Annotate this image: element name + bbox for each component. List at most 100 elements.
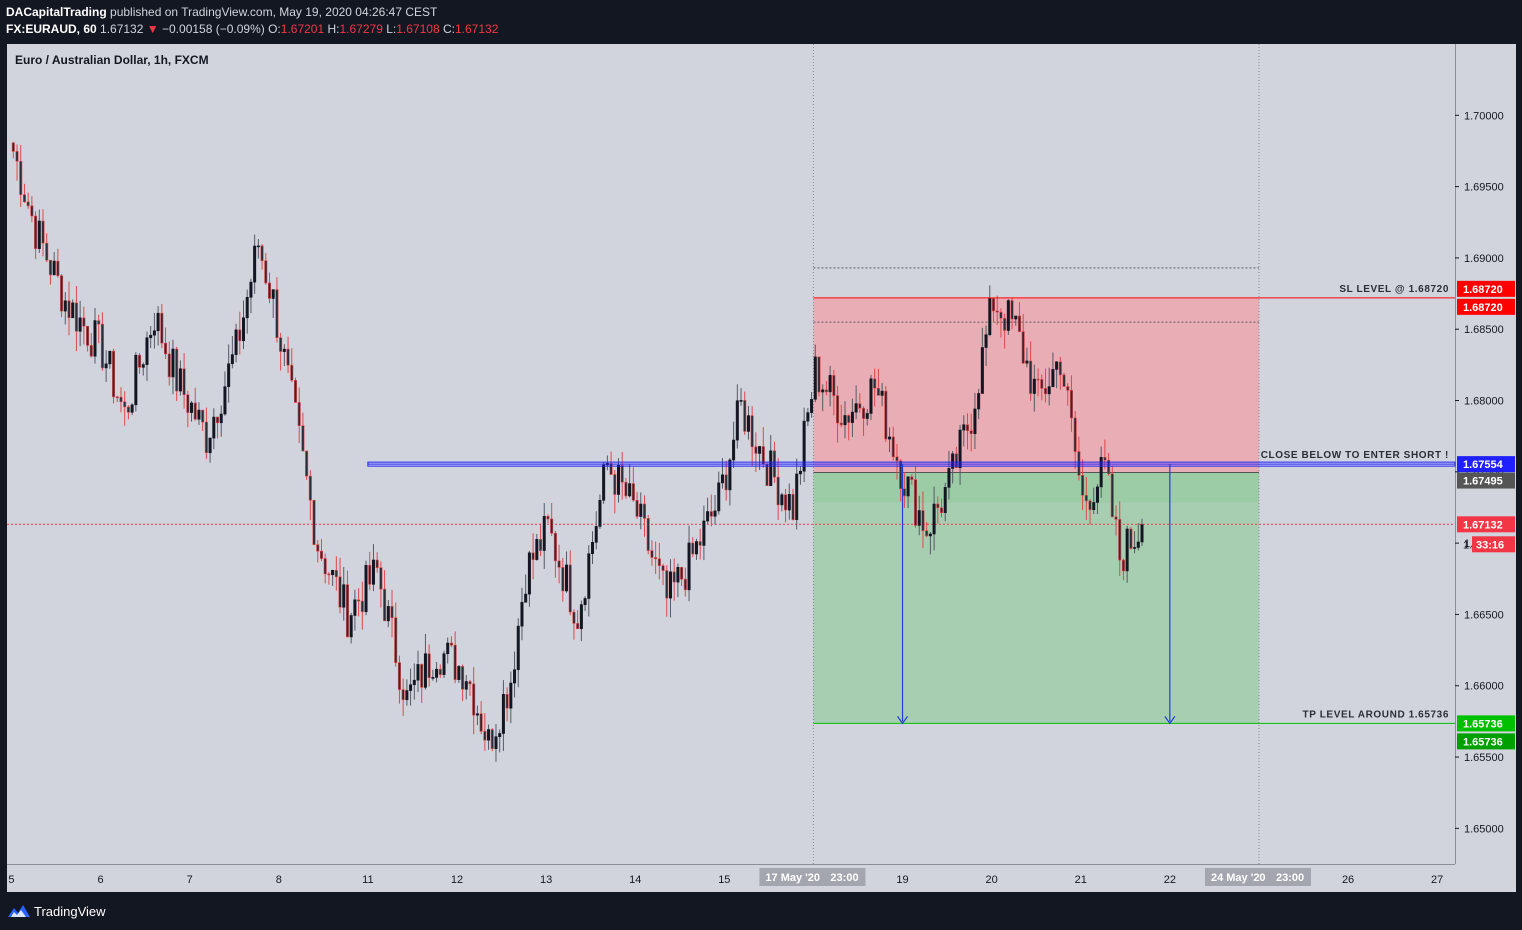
candle-body [331,569,335,576]
candle-body [86,325,90,346]
candle-body [1073,417,1077,452]
candle-body [230,354,234,365]
candle-body [472,683,476,716]
candle-body [256,245,260,248]
candle-body [524,593,528,603]
candle-body [1003,318,1007,331]
candle-body [1077,451,1081,476]
candle-body [899,460,903,490]
candle-body [813,356,817,400]
candle-body [728,459,732,491]
candle-body [416,664,420,681]
candle-body [943,487,947,513]
candle-body [1133,547,1137,549]
candle-body [271,289,275,299]
time-axis-label: 15 [718,874,730,886]
candle-body [962,424,966,431]
candle-body [115,396,119,399]
time-marker-date: 17 May '20 [765,872,820,884]
candle-body [245,297,249,319]
candle-body [947,468,951,488]
candle-body [798,470,802,475]
candle-body [572,611,576,624]
candle-body [156,312,160,332]
publisher-name[interactable]: DACapitalTrading [6,5,107,19]
time-axis-label: 21 [1075,874,1087,886]
candle-body [706,511,710,522]
down-arrow-icon: ▼ [146,22,159,36]
candle-body [951,453,955,469]
candle-body [635,499,639,517]
candle-body [238,329,242,342]
candle-body [810,399,814,413]
candle-body [1066,386,1070,391]
candle-body [353,599,357,616]
price-axis-label: 1.70000 [1464,110,1504,122]
candle-body [917,510,921,526]
price-tag-background [1457,715,1515,732]
candle-body [1099,457,1103,488]
candle-body [891,436,895,458]
published-text: published on TradingView.com, May 19, 20… [110,5,438,19]
candle-body [1088,500,1092,510]
candle-body [787,494,791,511]
candle-body [468,681,472,685]
candle-body [691,542,695,555]
candle-body [539,539,543,551]
close-label: C: [442,22,455,36]
candle-body [319,550,323,559]
price-tag-label: 1.67132 [1463,519,1503,531]
candle-body [371,559,375,585]
candle-body [475,713,479,716]
candle-body [940,507,944,513]
target-arrow-head [897,716,909,725]
candle-body [743,400,747,432]
candle-body [360,600,364,613]
symbol-name: FX:EURAUD, 60 [6,22,97,36]
candle-body [149,334,153,339]
candle-body [97,320,101,325]
candle-body [932,503,936,535]
tradingview-brand[interactable]: TradingView [34,904,106,919]
candle-body [732,439,736,461]
candle-body [550,518,554,534]
candle-body [761,446,765,465]
candle-body [123,401,127,408]
candle-body [323,558,327,575]
high-value: 1.67279 [339,22,383,36]
candle-body [702,520,706,546]
candle-body [824,389,828,393]
candle-body [698,541,702,546]
candle-body [902,488,906,497]
candle-body [765,463,769,486]
candle-body [316,544,320,552]
candle-body [290,364,294,381]
candle-body [286,348,290,366]
close-value: 1.67132 [454,22,499,36]
candle-body [1125,528,1129,572]
candle-body [806,412,810,422]
candle-body [11,142,15,152]
candle-body [498,733,502,737]
candle-body [275,289,279,339]
candle-body [995,310,999,313]
take-profit-zone [813,472,1259,724]
candle-body [680,567,684,580]
candle-body [82,317,86,327]
publish-info: DACapitalTrading published on TradingVie… [6,5,437,19]
candle-body [527,552,531,595]
candle-body [839,422,843,426]
candle-body [431,677,435,679]
candle-body [661,565,665,571]
candle-body [613,474,617,495]
candle-body [175,348,179,392]
price-axis-label: 1.65000 [1464,823,1504,835]
candle-body [167,353,171,378]
price-tag-background [1457,733,1515,750]
candle-body [791,494,795,520]
price-tag-label: 1.65736 [1463,718,1503,730]
tradingview-logo-icon[interactable] [8,904,30,918]
publish-header [0,0,1522,44]
candle-body [546,516,550,520]
candle-body [687,542,691,591]
